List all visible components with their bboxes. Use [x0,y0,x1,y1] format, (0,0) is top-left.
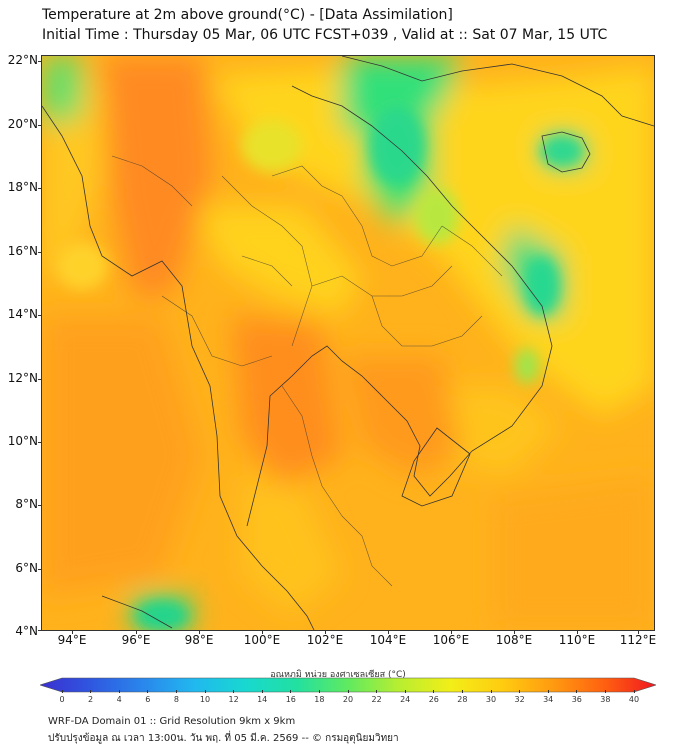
lat-label-4n: 4°N [15,624,38,638]
colorbar-tick-label: 30 [485,695,497,704]
lat-label-18n: 18°N [7,180,38,194]
lon-tick [638,630,639,634]
colorbar-tick [633,690,635,693]
colorbar-tick [290,690,292,693]
colorbar-tick-label: 22 [371,695,382,704]
lon-tick [325,630,326,634]
lat-tick [38,442,42,443]
lat-label-12n: 12°N [7,371,38,385]
lat-label-22n: 22°N [7,53,38,67]
colorbar-tick-label: 14 [257,695,268,704]
colorbar-tick-label: 34 [543,695,554,704]
lon-label-102e: 102°E [306,633,344,647]
colorbar-tick-label: 0 [59,695,65,704]
colorbar-tick [490,690,492,693]
colorbar-tick-label: 36 [571,695,582,704]
colorbar-tick [90,690,92,693]
colorbar-tick [433,690,435,693]
chart-subtitle: Initial Time : Thursday 05 Mar, 06 UTC F… [42,27,608,43]
colorbar-tick [404,690,406,693]
lon-tick [72,630,73,634]
colorbar-tick-label: 10 [199,695,211,704]
colorbar-tick [461,690,463,693]
colorbar-tick-label: 26 [428,695,439,704]
lon-tick [451,630,452,634]
colorbar-tick [233,690,235,693]
lat-label-10n: 10°N [7,434,38,448]
lat-label-16n: 16°N [7,244,38,258]
lon-tick [199,630,200,634]
chart-title: Temperature at 2m above ground(°C) - [Da… [42,7,453,23]
colorbar-tick-label: 32 [514,695,525,704]
colorbar-tick-label: 38 [600,695,611,704]
colorbar-tick [261,690,263,693]
lon-tick [577,630,578,634]
colorbar-tick-label: 40 [628,695,640,704]
colorbar-tick-label: 28 [457,695,468,704]
lat-label-14n: 14°N [7,307,38,321]
lon-tick [514,630,515,634]
colorbar-tick-label: 16 [285,695,296,704]
colorbar-tick-label: 24 [400,695,411,704]
lon-label-112e: 112°E [619,633,657,647]
lon-tick [136,630,137,634]
colorbar-tick [118,690,120,693]
lat-tick [38,61,42,62]
lon-label-106e: 106°E [432,633,470,647]
colorbar-tick [347,690,349,693]
colorbar-tick [576,690,578,693]
lat-label-6n: 6°N [15,561,38,575]
lat-tick [38,125,42,126]
lon-label-104e: 104°E [369,633,407,647]
lat-tick [38,252,42,253]
colorbar-tick [547,690,549,693]
colorbar-tick [175,690,177,693]
lon-label-96e: 96°E [121,633,151,647]
lon-tick [262,630,263,634]
lat-tick [38,188,42,189]
colorbar-tick-label: 18 [314,695,325,704]
lat-tick [38,569,42,570]
lat-tick [38,505,42,506]
footer-update-note: ปรับปรุงข้อมูล ณ เวลา 13:00น. วัน พฤ. ที… [48,733,399,744]
temperature-map [42,56,654,630]
temperature-detail [56,106,584,630]
colorbar-tick-label: 20 [342,695,354,704]
map-panel [41,55,655,631]
colorbar-tick-label: 2 [88,695,94,704]
colorbar-tick-label: 4 [116,695,122,704]
colorbar-tick [204,690,206,693]
colorbar-tick-label: 8 [173,695,179,704]
lon-label-100e: 100°E [243,633,281,647]
colorbar-tick-label: 6 [145,695,151,704]
lat-label-20n: 20°N [7,117,38,131]
lon-label-98e: 98°E [184,633,214,647]
admin-borders [111,155,503,587]
colorbar-title: อุณหภูมิ หน่วย องศาเซลเซียส (°C) [270,670,406,680]
colorbar-tick-label: 12 [228,695,239,704]
coastlines [42,56,654,630]
colorbar-tick [376,690,378,693]
lon-label-94e: 94°E [57,633,87,647]
lat-tick [38,315,42,316]
lon-label-108e: 108°E [495,633,533,647]
lon-label-110e: 110°E [558,633,596,647]
colorbar-tick [519,690,521,693]
lon-tick [388,630,389,634]
colorbar-tick [61,690,63,693]
colorbar-tick [147,690,149,693]
colorbar-tick [318,690,320,693]
lat-tick [38,630,42,631]
lat-label-8n: 8°N [15,497,38,511]
lat-tick [38,379,42,380]
colorbar-tick [604,690,606,693]
footer-resolution: WRF-DA Domain 01 :: Grid Resolution 9km … [48,716,296,727]
